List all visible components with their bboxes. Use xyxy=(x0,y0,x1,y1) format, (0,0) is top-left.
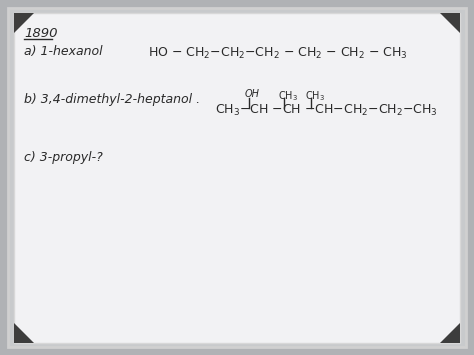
Polygon shape xyxy=(14,323,34,343)
Text: c) 3-propyl-?: c) 3-propyl-? xyxy=(24,151,103,164)
Text: HO $-$ CH$_2$$-$CH$_2$$-$CH$_2$ $-$ CH$_2$ $-$ CH$_2$ $-$ CH$_3$: HO $-$ CH$_2$$-$CH$_2$$-$CH$_2$ $-$ CH$_… xyxy=(148,46,408,61)
Text: OH: OH xyxy=(245,89,260,99)
Text: 1890: 1890 xyxy=(24,27,57,40)
Text: a) 1-hexanol: a) 1-hexanol xyxy=(24,45,103,58)
Polygon shape xyxy=(440,323,460,343)
Polygon shape xyxy=(14,13,34,33)
Polygon shape xyxy=(440,13,460,33)
Text: CH$_3$: CH$_3$ xyxy=(305,89,325,103)
Text: CH$_3$$-$CH $-$CH $-$CH$-$CH$_2$$-$CH$_2$$-$CH$_3$: CH$_3$$-$CH $-$CH $-$CH$-$CH$_2$$-$CH$_2… xyxy=(215,103,438,118)
Text: b) 3,4-dimethyl-2-heptanol .: b) 3,4-dimethyl-2-heptanol . xyxy=(24,93,200,106)
Text: CH$_3$: CH$_3$ xyxy=(278,89,298,103)
